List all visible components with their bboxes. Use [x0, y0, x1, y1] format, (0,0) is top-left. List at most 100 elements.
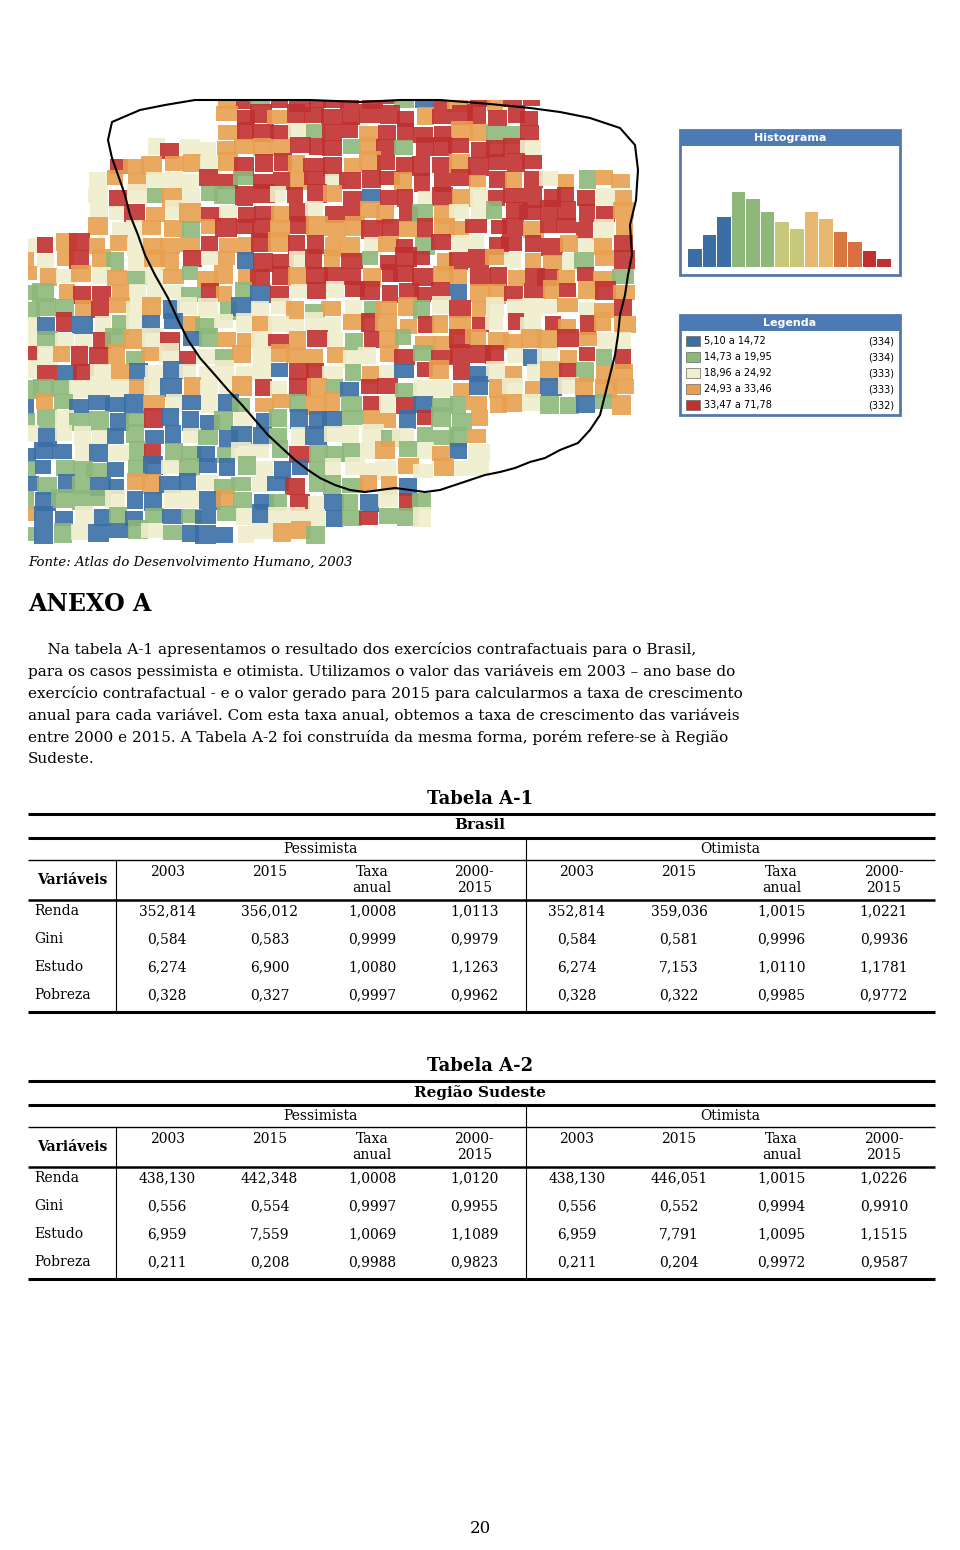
Bar: [56, 299, 74, 316]
Bar: [470, 284, 492, 302]
Bar: [108, 380, 129, 397]
Bar: [612, 395, 632, 415]
Bar: [542, 279, 559, 299]
Bar: [362, 366, 379, 384]
Bar: [129, 378, 149, 394]
Text: 2000-
2015: 2000- 2015: [864, 865, 903, 896]
Bar: [69, 398, 89, 412]
Text: 5,10 a 14,72: 5,10 a 14,72: [704, 336, 766, 346]
Text: (334): (334): [868, 336, 894, 346]
Text: anual para cada variável. Com esta taxa anual, obtemos a taxa de crescimento das: anual para cada variável. Com esta taxa …: [28, 708, 739, 722]
Text: Gini: Gini: [34, 1200, 63, 1214]
Bar: [271, 298, 293, 313]
Bar: [382, 285, 398, 302]
Text: 352,814: 352,814: [548, 904, 605, 918]
Bar: [274, 522, 291, 541]
Bar: [453, 363, 470, 380]
Bar: [180, 445, 203, 460]
Bar: [163, 285, 184, 299]
Bar: [55, 425, 72, 442]
Bar: [503, 333, 522, 349]
Bar: [394, 364, 414, 378]
Bar: [413, 397, 433, 414]
Bar: [37, 318, 56, 335]
Bar: [201, 395, 221, 412]
Bar: [57, 366, 77, 381]
Text: 0,552: 0,552: [660, 1200, 699, 1214]
Bar: [430, 380, 452, 397]
Bar: [144, 445, 161, 463]
Bar: [289, 330, 305, 350]
Bar: [76, 442, 93, 462]
Bar: [414, 287, 431, 302]
Bar: [126, 423, 144, 443]
Bar: [309, 411, 327, 429]
Bar: [251, 332, 272, 349]
Bar: [218, 91, 237, 110]
Bar: [488, 153, 507, 169]
Text: 2000-
2015: 2000- 2015: [454, 865, 494, 896]
Text: 1,0226: 1,0226: [860, 1172, 908, 1186]
Bar: [89, 347, 108, 364]
Bar: [142, 220, 160, 236]
Bar: [160, 378, 181, 397]
Bar: [595, 250, 613, 267]
Bar: [470, 186, 488, 206]
Bar: [309, 460, 326, 476]
Bar: [161, 408, 179, 426]
Text: Legenda: Legenda: [763, 318, 817, 329]
Text: 0,327: 0,327: [250, 989, 289, 1003]
Bar: [183, 250, 203, 267]
Bar: [129, 442, 146, 460]
Bar: [375, 313, 397, 332]
Bar: [161, 188, 181, 208]
Text: 0,328: 0,328: [148, 989, 187, 1003]
Bar: [453, 383, 470, 397]
Bar: [360, 443, 376, 459]
Bar: [92, 267, 111, 284]
Bar: [326, 380, 343, 394]
Bar: [505, 172, 522, 189]
Bar: [230, 426, 252, 446]
Bar: [469, 175, 487, 191]
Bar: [231, 476, 251, 491]
Bar: [33, 282, 54, 302]
Bar: [303, 107, 324, 122]
Bar: [238, 456, 255, 474]
Bar: [417, 428, 433, 442]
Bar: [285, 477, 304, 494]
Bar: [703, 236, 716, 267]
Text: entre 2000 e 2015. A Tabela A-2 foi construída da mesma forma, porém refere-se à: entre 2000 e 2015. A Tabela A-2 foi cons…: [28, 730, 729, 746]
Bar: [17, 527, 36, 541]
Bar: [238, 525, 254, 544]
Bar: [613, 203, 635, 220]
Text: 0,9994: 0,9994: [757, 1200, 805, 1214]
Text: 2000-
2015: 2000- 2015: [454, 1132, 494, 1162]
Bar: [17, 398, 35, 415]
Bar: [255, 155, 273, 172]
Bar: [218, 251, 235, 265]
Text: 0,9955: 0,9955: [450, 1200, 498, 1214]
Bar: [359, 512, 378, 525]
Bar: [288, 236, 304, 256]
Bar: [56, 268, 77, 282]
Bar: [179, 350, 196, 366]
Bar: [308, 88, 325, 109]
Text: 1,0008: 1,0008: [348, 1172, 396, 1186]
Bar: [449, 329, 471, 347]
Bar: [468, 157, 489, 177]
Bar: [540, 361, 562, 381]
Bar: [18, 361, 37, 378]
Bar: [22, 335, 39, 352]
Text: 0,556: 0,556: [557, 1200, 596, 1214]
Bar: [15, 448, 36, 462]
Text: 359,036: 359,036: [651, 904, 708, 918]
Bar: [305, 124, 325, 138]
Bar: [468, 236, 484, 250]
Bar: [142, 296, 161, 315]
Bar: [127, 237, 147, 256]
Bar: [304, 170, 325, 184]
Bar: [20, 237, 40, 253]
Text: 24,93 a 33,46: 24,93 a 33,46: [704, 384, 772, 394]
Text: 0,9823: 0,9823: [450, 1256, 498, 1269]
